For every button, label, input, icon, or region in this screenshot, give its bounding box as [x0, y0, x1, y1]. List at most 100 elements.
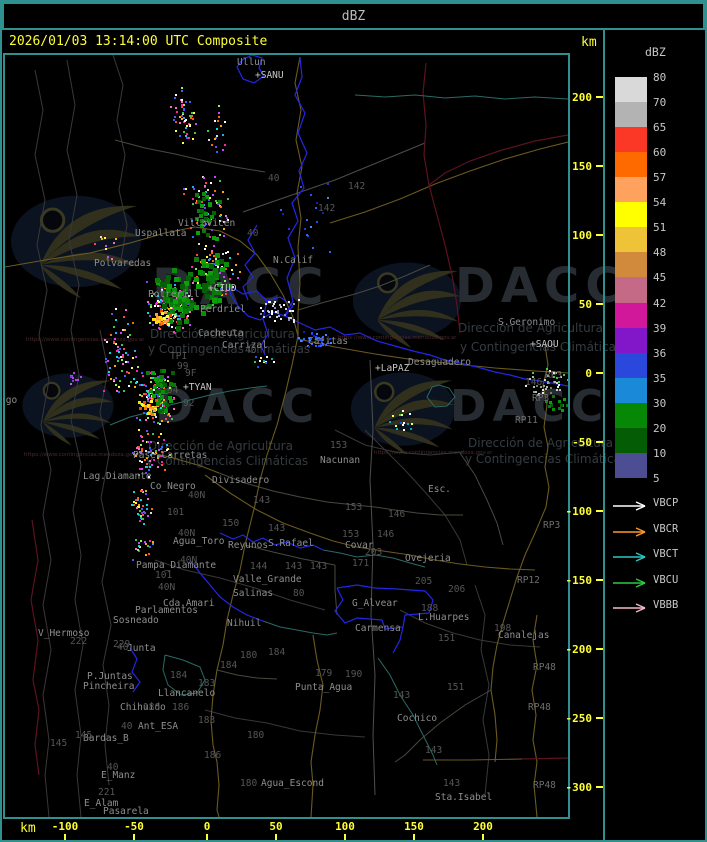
- contour-layer: [34, 55, 541, 817]
- contour-number-label: 180: [240, 778, 257, 789]
- legend-value-label: 48: [653, 246, 667, 260]
- legend-color-box: [615, 177, 647, 203]
- contour-number-label: 184: [268, 647, 285, 658]
- station-label: +TYAN: [183, 382, 212, 393]
- contour-number-label: 101: [155, 570, 172, 581]
- contour-number-label: 180: [240, 650, 257, 661]
- right-axis-tick-label: -200: [565, 643, 593, 656]
- station-label: +SAOU: [530, 339, 559, 350]
- place-label: Perdriel: [200, 304, 246, 315]
- right-axis-tick: [596, 441, 603, 443]
- contour-number-label: 143: [393, 690, 410, 701]
- place-label: Chihuido: [120, 702, 166, 713]
- contour-number-label: 188: [421, 603, 438, 614]
- legend-value-label: 5: [653, 471, 660, 485]
- bottom-axis-tick: [482, 834, 484, 840]
- right-axis-tick: [596, 372, 603, 374]
- vector-label: VBCR: [653, 522, 679, 535]
- contour-number-label: 143: [425, 745, 442, 756]
- contour-number-label: 40N: [188, 490, 205, 501]
- contour-number-label: 205: [415, 576, 432, 587]
- legend-value-label: 65: [653, 121, 667, 135]
- station-label: +SANU: [255, 70, 284, 81]
- contour-number-label: 40: [268, 173, 280, 184]
- contour-number-label: 180: [247, 730, 264, 741]
- contour-number-label: 229: [113, 639, 130, 650]
- legend-value-label: 42: [653, 296, 667, 310]
- contour-number-label: 40: [247, 228, 259, 239]
- place-label: Pincheira: [83, 681, 134, 692]
- legend-value-label: 35: [653, 371, 667, 385]
- route-label: RP3: [543, 520, 560, 531]
- place-label: E_Manz: [101, 770, 135, 781]
- contour-number-label: 40N: [180, 555, 197, 566]
- right-axis-tick-label: -150: [565, 574, 593, 587]
- legend-value-label: 70: [653, 96, 667, 110]
- place-label: Punta_Agua: [295, 682, 352, 693]
- bottom-axis-tick: [133, 834, 135, 840]
- legend-value-label: 80: [653, 71, 667, 84]
- place-label: Polvaredas: [94, 258, 151, 269]
- contour-number-label: 101: [167, 507, 184, 518]
- contour-number-label: 190: [345, 669, 362, 680]
- contour-number-label: 150: [222, 518, 239, 529]
- right-axis-tick-label: 0: [585, 367, 592, 380]
- place-label: Bardas_B: [83, 733, 129, 744]
- right-axis-tick: [596, 786, 603, 788]
- place-label: Parlamentos: [135, 605, 198, 616]
- place-label: Nacunan: [320, 455, 360, 466]
- bottom-axis-tick: [64, 834, 66, 840]
- contour-number-label: 40N: [158, 582, 175, 593]
- contour-number-label: 203: [365, 547, 382, 558]
- route-label: RP48: [533, 662, 556, 673]
- route-label: RP11: [515, 415, 538, 426]
- right-axis-tick: [596, 165, 603, 167]
- bottom-axis-unit: km: [20, 821, 36, 836]
- right-axis-tick: [596, 234, 603, 236]
- legend-color-box: [615, 152, 647, 178]
- route-label: RP48: [533, 780, 556, 791]
- contour-number-label: 222: [70, 636, 87, 647]
- legend-color-box: [615, 77, 647, 103]
- right-axis-tick-label: -100: [565, 505, 593, 518]
- road-layer: [5, 56, 568, 817]
- legend-value-label: 20: [653, 421, 667, 435]
- place-label: Carmensa: [355, 623, 401, 634]
- route-label: RP3: [545, 370, 562, 381]
- place-label: G_Alvear: [352, 598, 398, 609]
- right-axis-tick-label: -300: [565, 781, 593, 794]
- legend-color-box: [615, 327, 647, 353]
- vector-label: VBBB: [653, 599, 679, 611]
- station-label: +CIUD: [208, 283, 237, 294]
- place-label: Potrerill: [148, 289, 199, 300]
- legend-color-box: [615, 302, 647, 328]
- bottom-axis-tick: [275, 834, 277, 840]
- contour-number-label: 146: [377, 529, 394, 540]
- place-label: S.Geronimo: [498, 317, 555, 328]
- place-label: Ullun: [237, 57, 266, 68]
- right-axis-tick-label: 100: [572, 229, 592, 242]
- title-bar: dBZ: [2, 2, 705, 30]
- place-label: Junta: [127, 643, 156, 654]
- place-label: Lag.Diamante: [83, 471, 152, 482]
- right-axis-tick: [596, 96, 603, 98]
- legend-value-label: 51: [653, 221, 667, 235]
- right-axis-tick: [596, 579, 603, 581]
- contour-number-label: 9F: [185, 368, 197, 379]
- right-axis-tick-label: -50: [572, 436, 592, 449]
- right-axis-tick: [596, 303, 603, 305]
- river-dim-layer: [109, 94, 568, 766]
- legend-value-label: 54: [653, 196, 667, 210]
- place-label: Reyunos: [228, 540, 268, 551]
- place-label: Cacheuta: [198, 328, 244, 339]
- contour-number-label: 183: [198, 678, 215, 689]
- place-label: Valle_Grande: [233, 574, 302, 585]
- contour-number-label: 153: [330, 440, 347, 451]
- bottom-axis-tick-label: 50: [269, 820, 283, 833]
- legend-color-box: [615, 102, 647, 128]
- place-label: Agua_Escond: [261, 778, 324, 789]
- vector-label: VBCT: [653, 548, 679, 560]
